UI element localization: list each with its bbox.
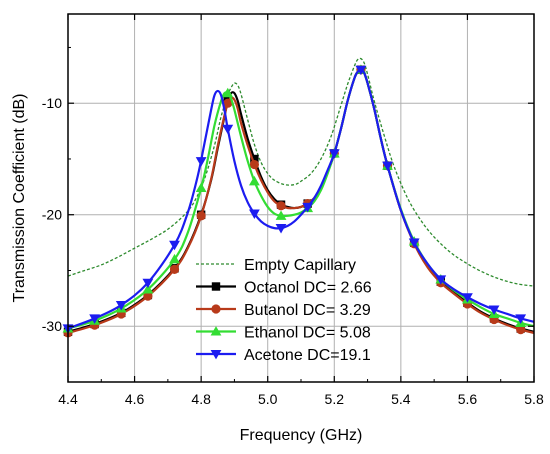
data-point <box>462 293 473 303</box>
series-group <box>67 57 535 287</box>
data-point <box>142 278 154 289</box>
series-line <box>67 57 535 287</box>
legend-marker <box>210 326 222 336</box>
data-point <box>195 157 207 167</box>
data-point <box>115 301 127 311</box>
x-axis-title: Frequency (GHz) <box>240 427 363 444</box>
data-point <box>488 305 500 315</box>
x-tick-label: 4.8 <box>191 391 211 407</box>
data-point <box>276 201 286 211</box>
data-point <box>302 202 314 213</box>
legend-label: Butanol DC= 3.29 <box>244 302 371 319</box>
data-point <box>328 149 340 159</box>
legend-label: Empty Capillary <box>244 257 356 274</box>
ticks-layer: 4.4 4.6 4.8 5.0 5.2 5.4 5.6 5.8 -10 -20 -30 <box>42 14 544 407</box>
data-point <box>169 264 180 274</box>
data-point <box>249 175 260 186</box>
y-tick-label: -20 <box>42 207 62 223</box>
x-tick-label: 5.8 <box>524 391 544 407</box>
data-point <box>249 209 260 220</box>
data-point <box>515 314 527 324</box>
x-tick-label: 5.6 <box>458 391 478 407</box>
data-point <box>195 182 207 193</box>
data-point <box>169 253 180 264</box>
x-tick-label: 4.4 <box>58 391 78 407</box>
data-point <box>250 154 259 164</box>
legend-label: Acetone DC=19.1 <box>244 347 371 364</box>
data-point <box>223 98 233 108</box>
data-point <box>89 314 101 324</box>
data-point <box>435 275 447 285</box>
x-tick-label: 5.4 <box>391 391 411 407</box>
data-point <box>169 240 180 251</box>
legend-label: Octanol DC= 2.66 <box>244 280 372 297</box>
legend-marker <box>211 282 221 291</box>
legend-marker <box>210 349 222 360</box>
data-point <box>143 291 153 301</box>
data-point <box>222 87 234 98</box>
data-point <box>275 210 287 220</box>
y-tick-label: -30 <box>42 318 62 334</box>
x-tick-label: 5.2 <box>325 391 345 407</box>
data-point <box>382 161 393 172</box>
data-point <box>408 238 420 249</box>
y-axis-title: Transmission Coefficient (dB) <box>11 94 28 303</box>
y-tick-label: -10 <box>42 95 62 111</box>
data-point <box>355 65 367 76</box>
data-point <box>196 211 206 221</box>
x-tick-label: 4.6 <box>125 391 145 407</box>
legend-marker <box>211 304 221 314</box>
series-layer <box>62 57 535 338</box>
legend-label: Ethanol DC= 5.08 <box>244 325 371 342</box>
x-tick-label: 5.0 <box>258 391 278 407</box>
data-point <box>516 324 526 335</box>
data-point <box>142 284 154 294</box>
legend: Empty Capillary Octanol DC= 2.66 Butanol D… <box>196 257 372 364</box>
data-point <box>249 159 259 170</box>
data-point <box>222 124 234 135</box>
data-point <box>275 224 287 234</box>
grid-layer <box>68 14 534 382</box>
